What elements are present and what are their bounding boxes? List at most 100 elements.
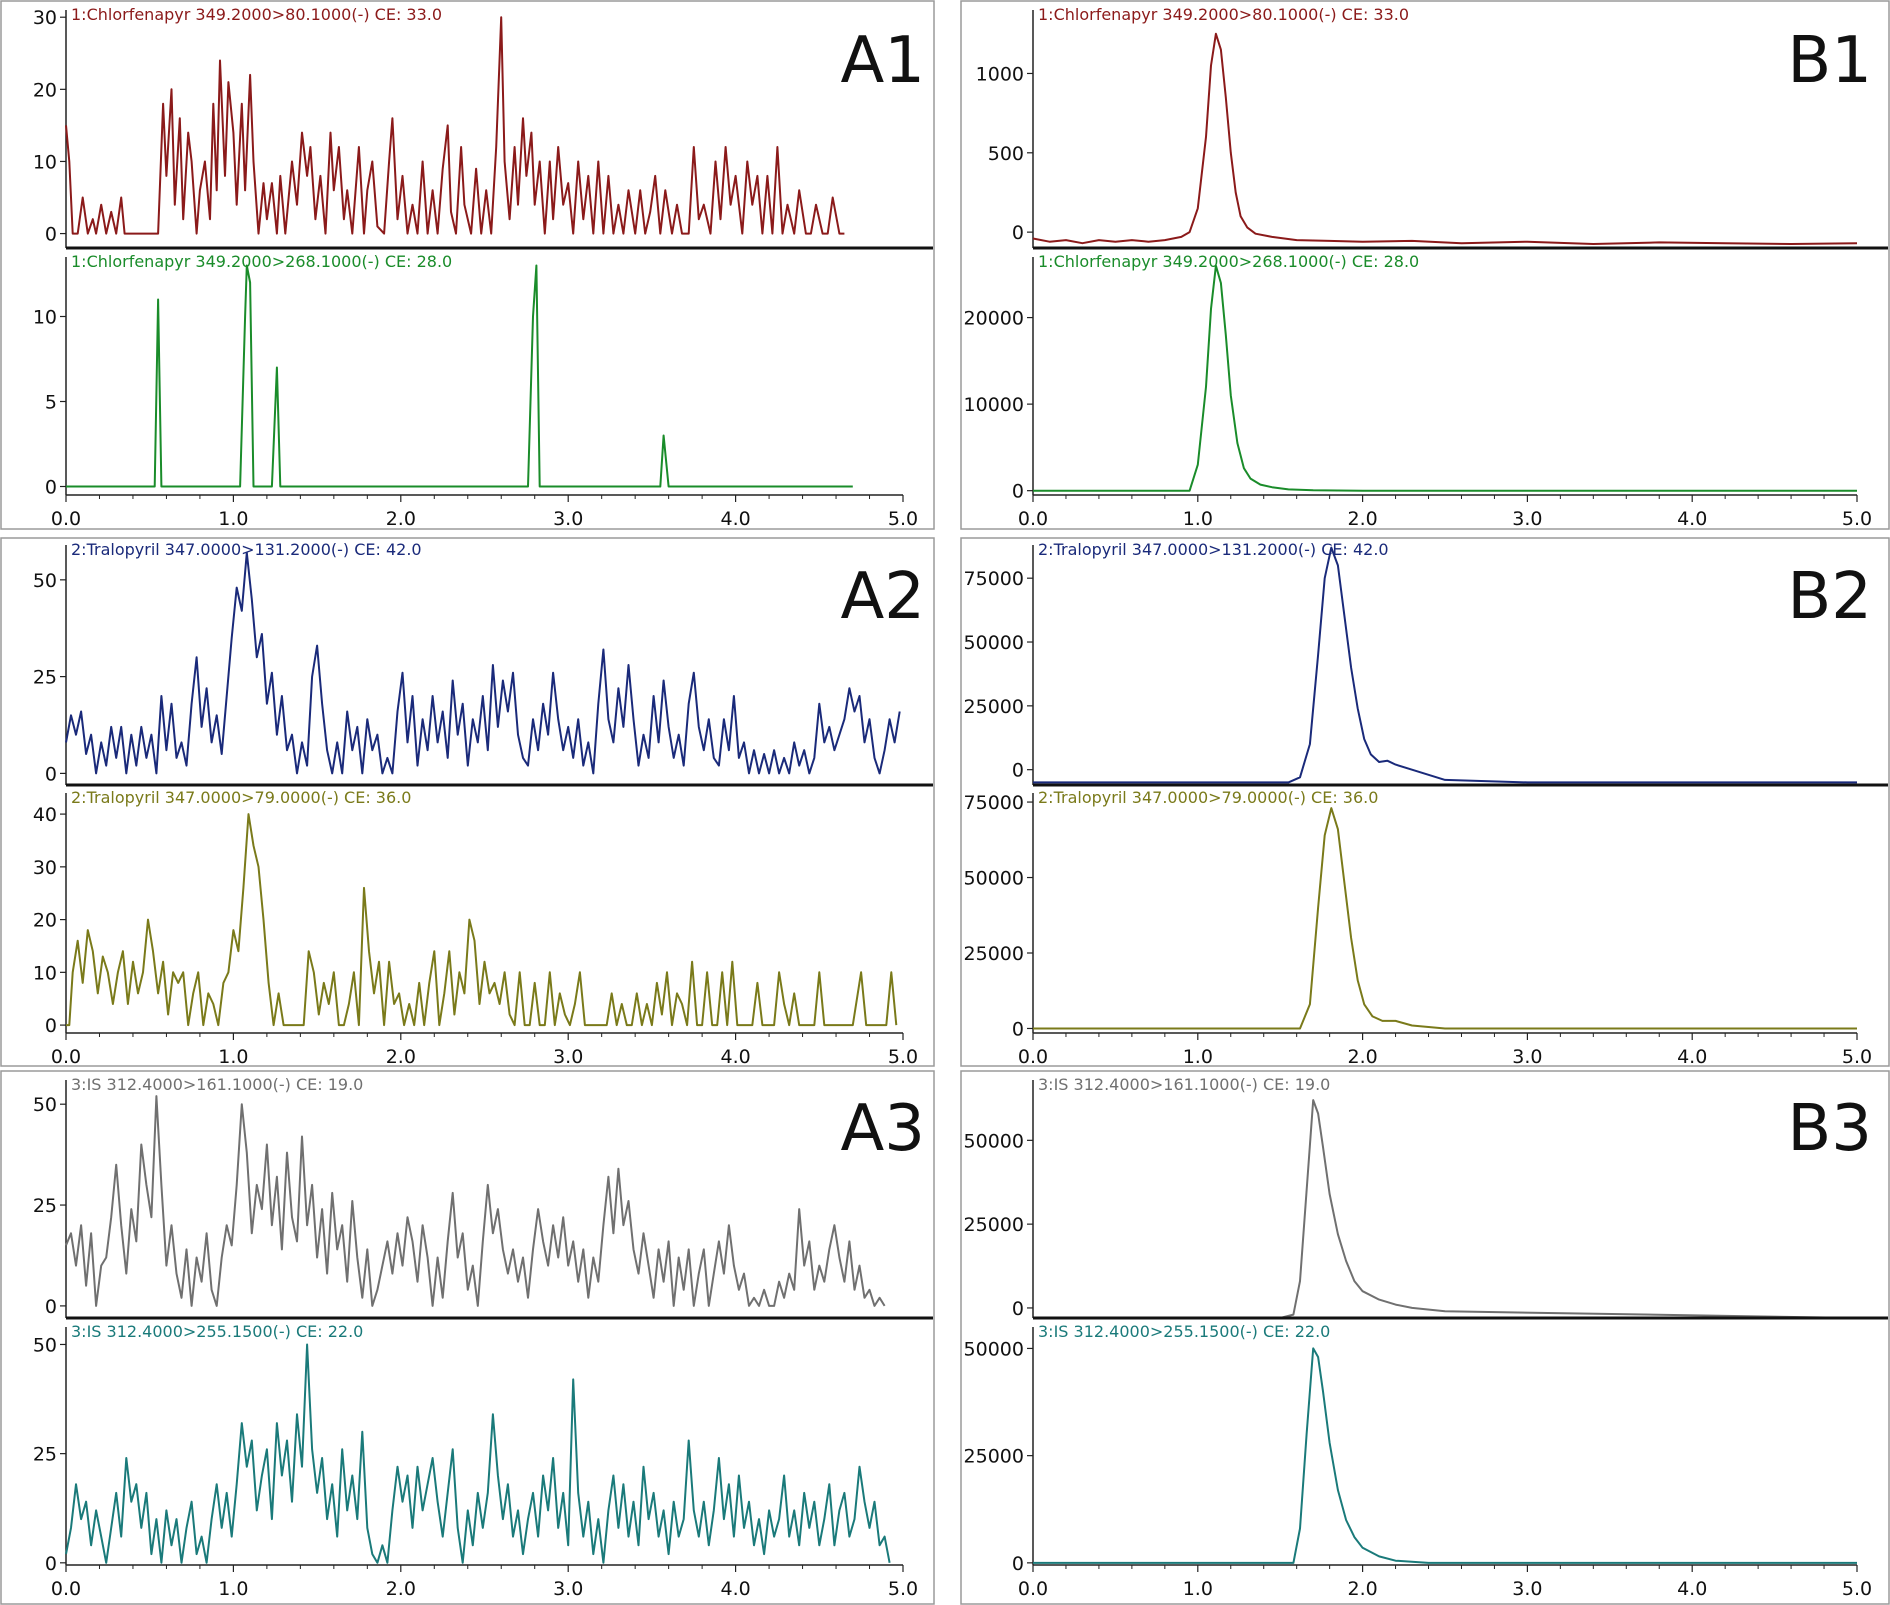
x-tick-label: 0.0 — [51, 1046, 81, 1068]
y-tick-label: 25000 — [964, 943, 1024, 965]
trace-title-2: 1:Chlorfenapyr 349.2000>268.1000(-) CE: … — [1038, 252, 1419, 271]
y-tick-label: 30 — [33, 857, 57, 879]
trace-line-2 — [66, 264, 853, 488]
y-tick-label: 10 — [33, 151, 57, 173]
trace-title-2: 2:Tralopyril 347.0000>79.0000(-) CE: 36.… — [1038, 788, 1378, 807]
trace-title-2: 2:Tralopyril 347.0000>79.0000(-) CE: 36.… — [71, 788, 411, 807]
x-tick-label: 5.0 — [888, 508, 918, 530]
trace-title-1: 3:IS 312.4000>161.1000(-) CE: 19.0 — [71, 1075, 363, 1094]
y-tick-label: 0 — [1012, 1018, 1024, 1040]
y-tick-label: 0 — [1012, 760, 1024, 782]
trace-line-1 — [65, 1095, 886, 1307]
panel-a3: 50 25 0 3:IS 312.4000>161.1000(-) CE: 19.0 5… — [0, 1070, 935, 1605]
panel-frame — [960, 0, 1890, 530]
panel-label-a3: A3 — [841, 1092, 926, 1166]
trace-title-1: 3:IS 312.4000>161.1000(-) CE: 19.0 — [1038, 1075, 1330, 1094]
y-tick-label: 50 — [33, 1094, 57, 1116]
trace-title-1: 1:Chlorfenapyr 349.2000>80.1000(-) CE: 3… — [71, 5, 442, 24]
trace-title-2: 3:IS 312.4000>255.1500(-) CE: 22.0 — [71, 1322, 363, 1341]
panel-b1: 1000 500 0 1:Chlorfenapyr 349.2000>80.1000(… — [960, 0, 1890, 530]
y-tick-label: 20 — [33, 79, 57, 101]
y-tick-label: 0 — [45, 1553, 57, 1575]
panel-label-b1: B1 — [1787, 24, 1872, 98]
y-tick-label: 500 — [988, 143, 1024, 165]
x-tick-label: 0.0 — [1018, 1046, 1048, 1068]
x-tick-label: 1.0 — [1183, 1046, 1213, 1068]
x-tick-label: 3.0 — [553, 1046, 583, 1068]
x-tick-label: 4.0 — [720, 508, 750, 530]
x-tick-label: 2.0 — [386, 1578, 416, 1600]
x-tick-label: 5.0 — [888, 1046, 918, 1068]
trace-line-2 — [1033, 1347, 1857, 1564]
trace-line-1 — [1032, 32, 1858, 245]
x-tick-label: 1.0 — [1183, 508, 1213, 530]
y-tick-label: 40 — [33, 804, 57, 826]
x-tick-label: 4.0 — [1677, 1578, 1707, 1600]
x-tick-label: 2.0 — [1347, 1046, 1377, 1068]
x-tick-label: 0.0 — [51, 1578, 81, 1600]
x-tick-label: 5.0 — [1842, 508, 1872, 530]
trace-title-1: 2:Tralopyril 347.0000>131.2000(-) CE: 42… — [71, 540, 422, 559]
x-tick-label: 2.0 — [386, 1046, 416, 1068]
trace-title-2: 3:IS 312.4000>255.1500(-) CE: 22.0 — [1038, 1322, 1330, 1341]
x-tick-label: 1.0 — [218, 1578, 248, 1600]
trace-line-2 — [65, 1343, 891, 1564]
trace-line-1 — [65, 551, 901, 775]
x-tick-label: 1.0 — [1183, 1578, 1213, 1600]
panel-label-b2: B2 — [1787, 560, 1872, 634]
x-tick-label: 4.0 — [1677, 1046, 1707, 1068]
y-tick-label: 20 — [33, 910, 57, 932]
y-tick-label: 75000 — [964, 568, 1024, 590]
y-tick-label: 0 — [1012, 1553, 1024, 1575]
y-tick-label: 25000 — [964, 696, 1024, 718]
x-tick-label: 5.0 — [1842, 1578, 1872, 1600]
y-tick-label: 50 — [33, 570, 57, 592]
panel-label-a2: A2 — [841, 560, 926, 634]
y-tick-label: 50 — [33, 1334, 57, 1356]
x-tick-label: 1.0 — [218, 1046, 248, 1068]
panel-a1: 30 20 10 0 1:Chlorfenapyr 349.2000>80.1000(-… — [0, 0, 935, 530]
trace-line-2 — [66, 813, 898, 1027]
x-tick-label: 3.0 — [1512, 1046, 1542, 1068]
y-tick-label: 10000 — [964, 394, 1024, 416]
panel-label-b3: B3 — [1787, 1092, 1872, 1166]
x-tick-label: 3.0 — [553, 508, 583, 530]
y-tick-label: 0 — [1012, 481, 1024, 503]
x-tick-label: 0.0 — [51, 508, 81, 530]
y-tick-label: 10 — [33, 962, 57, 984]
trace-line-2 — [1033, 807, 1857, 1030]
panel-label-a1: A1 — [841, 24, 926, 98]
x-tick-label: 1.0 — [218, 508, 248, 530]
x-tick-label: 0.0 — [1018, 1578, 1048, 1600]
trace-line-1 — [1033, 1099, 1858, 1319]
panel-b2: 75000 50000 25000 0 2:Tralopyril 347.0000>13… — [960, 537, 1890, 1068]
y-tick-label: 0 — [45, 477, 57, 499]
y-tick-label: 30 — [33, 7, 57, 29]
y-tick-label: 0 — [45, 1296, 57, 1318]
y-tick-label: 0 — [45, 763, 57, 785]
y-tick-label: 50000 — [964, 1338, 1024, 1360]
y-tick-label: 1000 — [976, 63, 1024, 85]
panel-a2: 50 25 0 2:Tralopyril 347.0000>131.2000(-) C… — [0, 537, 935, 1068]
y-tick-label: 10 — [33, 307, 57, 329]
y-tick-label: 0 — [45, 1015, 57, 1037]
trace-line-2 — [1033, 264, 1857, 492]
y-tick-label: 25000 — [964, 1214, 1024, 1236]
x-tick-label: 4.0 — [720, 1046, 750, 1068]
y-tick-label: 0 — [1012, 222, 1024, 244]
y-tick-label: 25 — [33, 1195, 57, 1217]
panel-frame — [960, 537, 1890, 1067]
y-tick-label: 25 — [33, 667, 57, 689]
y-tick-label: 25 — [33, 1444, 57, 1466]
trace-title-2: 1:Chlorfenapyr 349.2000>268.1000(-) CE: … — [71, 252, 452, 271]
x-tick-label: 2.0 — [1347, 1578, 1377, 1600]
x-tick-label: 0.0 — [1018, 508, 1048, 530]
y-tick-label: 0 — [1012, 1298, 1024, 1320]
y-tick-label: 0 — [45, 224, 57, 246]
y-tick-label: 50000 — [964, 632, 1024, 654]
trace-line-1 — [1033, 546, 1857, 784]
y-tick-label: 5 — [45, 392, 57, 414]
trace-line-1 — [65, 16, 845, 235]
x-tick-label: 3.0 — [1512, 1578, 1542, 1600]
